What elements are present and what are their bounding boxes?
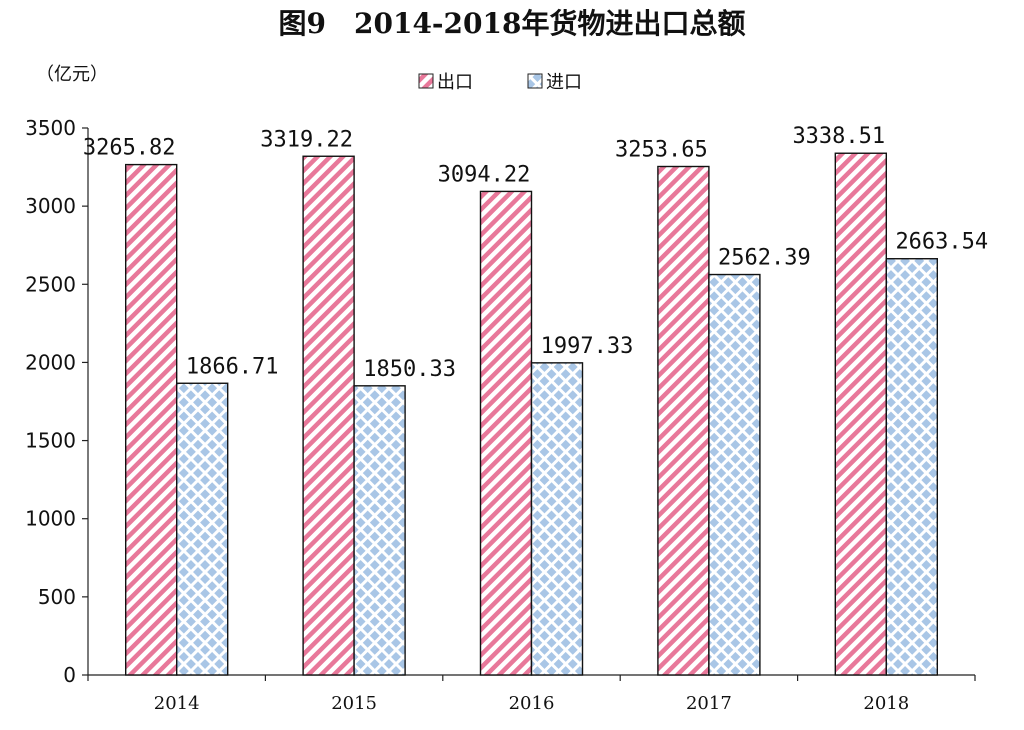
y-tick-label: 1000 xyxy=(25,507,76,531)
x-tick-label: 2017 xyxy=(686,693,732,714)
bar-export-2015 xyxy=(302,155,355,676)
y-tick-label: 2000 xyxy=(25,350,76,374)
chart-title: 图9 2014-2018年货物进出口总额 xyxy=(278,7,746,40)
data-label-import-2017: 2562.39 xyxy=(718,246,811,271)
bar-import-2018 xyxy=(885,258,938,676)
bar-import-2017 xyxy=(708,273,761,676)
x-tick-label: 2015 xyxy=(331,693,377,714)
legend-label-export: 出口 xyxy=(437,72,473,93)
bar-export-2014 xyxy=(124,163,178,676)
bar-import-2014 xyxy=(175,382,229,676)
y-tick-label: 500 xyxy=(38,585,76,609)
data-labels: 3265.82 3319.22 3094.22 3253.65 3338.51 1866.… xyxy=(83,124,988,382)
bar-export-2016 xyxy=(479,190,533,676)
y-tick-label: 3000 xyxy=(25,194,76,218)
y-tick-label: 0 xyxy=(63,663,76,687)
legend-label-import: 进口 xyxy=(546,72,582,93)
data-label-export-2017: 3253.65 xyxy=(615,138,708,163)
axes: 0 500 1000 1500 2000 2500 3000 3500 2014 2015 2016… xyxy=(25,116,976,714)
data-label-export-2018: 3338.51 xyxy=(792,124,885,149)
y-tick-label: 3500 xyxy=(25,116,76,140)
bar-import-2016 xyxy=(530,362,584,676)
legend: 出口 进口 xyxy=(418,72,582,93)
x-tick-label: 2018 xyxy=(863,693,909,714)
data-label-import-2014: 1866.71 xyxy=(186,354,279,379)
y-tick-label: 1500 xyxy=(25,429,76,453)
data-label-export-2014: 3265.82 xyxy=(83,136,176,161)
data-label-import-2018: 2663.54 xyxy=(895,230,988,255)
x-tick-label: 2016 xyxy=(509,693,555,714)
x-tick-label: 2014 xyxy=(154,693,200,714)
y-unit-label: （亿元） xyxy=(36,64,108,85)
bars xyxy=(124,152,938,676)
bar-import-2015 xyxy=(353,385,406,676)
bar-export-2017 xyxy=(657,165,710,676)
legend-swatch-import xyxy=(527,73,543,89)
data-label-import-2016: 1997.33 xyxy=(541,334,634,359)
bar-export-2018 xyxy=(834,152,887,676)
legend-swatch-export xyxy=(418,73,434,89)
data-label-export-2016: 3094.22 xyxy=(438,162,531,187)
data-label-import-2015: 1850.33 xyxy=(363,357,456,382)
y-tick-label: 2500 xyxy=(25,272,76,296)
data-label-export-2015: 3319.22 xyxy=(260,127,353,152)
